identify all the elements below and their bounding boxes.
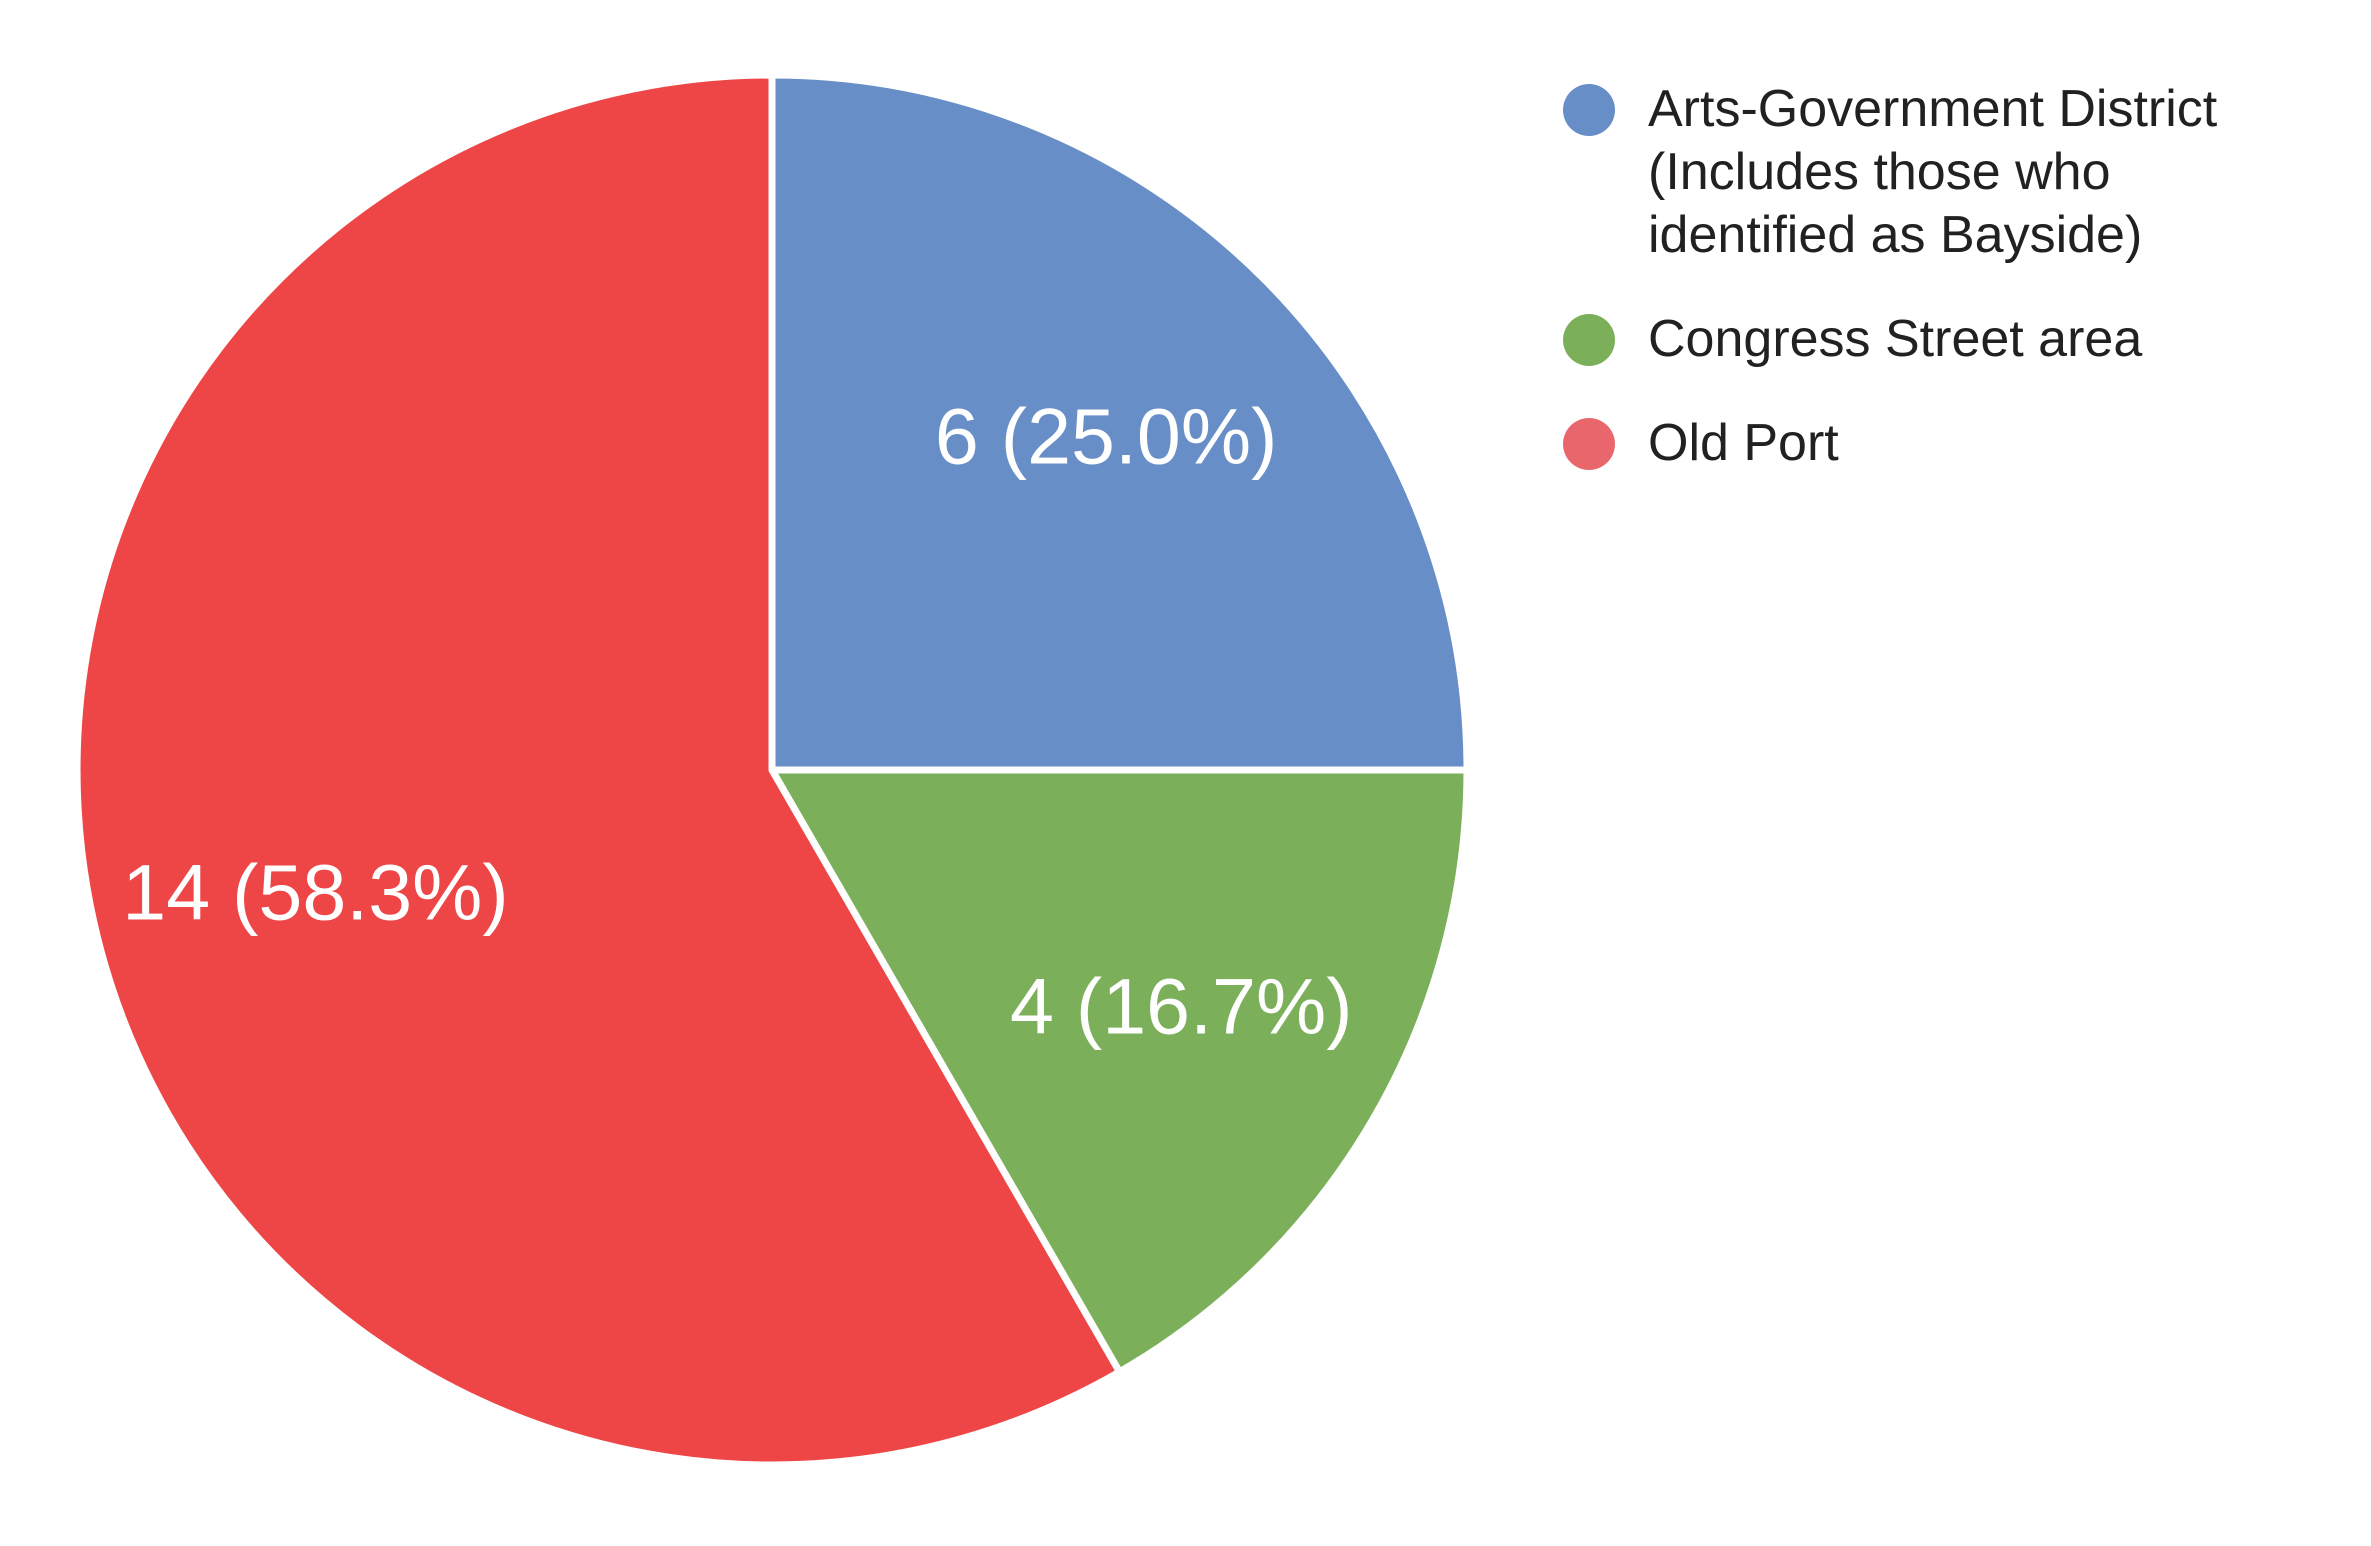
legend-item-congress-street-area: Congress Street area bbox=[1563, 308, 2217, 371]
chart-legend: Arts-Government District (Includes those… bbox=[1563, 78, 2217, 516]
legend-swatch-blue-icon bbox=[1563, 84, 1615, 136]
legend-swatch-red-icon bbox=[1563, 418, 1615, 470]
legend-label-arts-government-district: Arts-Government District (Includes those… bbox=[1648, 78, 2217, 267]
legend-label-old-port: Old Port bbox=[1648, 412, 1839, 475]
pie-slice-label-old-port: 14 (58.3%) bbox=[122, 847, 509, 937]
legend-label-line: (Includes those who bbox=[1648, 143, 2111, 201]
legend-label-line: Old Port bbox=[1648, 414, 1839, 472]
legend-item-arts-government-district: Arts-Government District (Includes those… bbox=[1563, 78, 2217, 267]
pie-slice-1 bbox=[768, 766, 1471, 1376]
legend-item-old-port: Old Port bbox=[1563, 412, 2217, 475]
pie-slice-0 bbox=[768, 71, 1471, 774]
legend-label-line: identified as Bayside) bbox=[1648, 206, 2143, 264]
pie-slice-label-congress-street: 4 (16.7%) bbox=[1010, 961, 1353, 1051]
legend-swatch-green-icon bbox=[1563, 314, 1615, 366]
pie-slice-label-arts-government: 6 (25.0%) bbox=[934, 391, 1278, 481]
legend-label-line: Arts-Government District bbox=[1648, 80, 2218, 138]
legend-label-congress-street-area: Congress Street area bbox=[1648, 308, 2142, 371]
legend-label-line: Congress Street area bbox=[1648, 310, 2143, 368]
pie-slice-2 bbox=[73, 71, 1123, 1469]
